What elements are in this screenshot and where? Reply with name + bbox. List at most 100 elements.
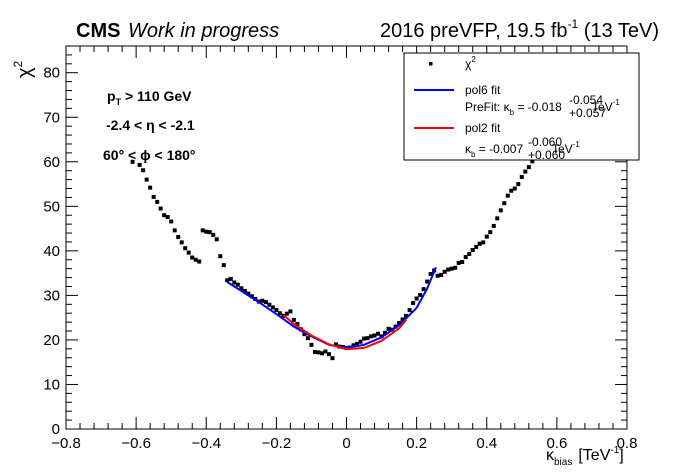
- fit-unit-main: TeV: [552, 142, 573, 156]
- data-point: [204, 230, 208, 234]
- data-point: [285, 312, 289, 316]
- data-point: [190, 256, 194, 260]
- lumi-suffix: (13 TeV): [578, 20, 659, 42]
- data-point: [436, 274, 440, 278]
- pt-cut-label: pT > 110 GeV: [107, 88, 192, 107]
- data-point: [502, 201, 506, 205]
- data-point: [288, 309, 292, 313]
- phi-range-label: 60° < ϕ < 180°: [103, 147, 196, 163]
- data-point: [327, 352, 331, 356]
- data-point: [408, 308, 412, 312]
- data-point: [446, 268, 450, 272]
- data-point: [232, 280, 236, 284]
- y-tick-label: 40: [43, 243, 60, 260]
- data-point: [159, 207, 163, 211]
- work-in-progress-label: Work in progress: [128, 20, 279, 42]
- data-point: [474, 245, 478, 249]
- prefit-val: = -0.018: [514, 100, 562, 114]
- x-tick-label: −0.2: [262, 435, 292, 452]
- legend-pol6-label: pol6 fit: [465, 83, 501, 97]
- data-point: [366, 336, 370, 340]
- x-tick-label: −0.4: [191, 435, 221, 452]
- data-point: [162, 213, 166, 217]
- legend: χ2 pol6 fit PreFit: κb = -0.018 -0.054 +…: [404, 53, 639, 162]
- y-tick-label: 20: [43, 332, 60, 349]
- data-point: [131, 160, 135, 164]
- data-point: [274, 308, 278, 312]
- legend-pol2-label: pol2 fit: [465, 121, 501, 135]
- data-point: [495, 216, 499, 220]
- data-point: [467, 252, 471, 256]
- data-point: [485, 235, 489, 239]
- data-point: [488, 230, 492, 234]
- data-point: [138, 163, 142, 167]
- pol6-fit-line: [227, 267, 436, 348]
- data-point: [141, 168, 145, 172]
- y-tick-label: 0: [52, 421, 60, 438]
- data-point: [194, 258, 198, 262]
- data-point: [359, 340, 363, 344]
- data-point: [313, 350, 317, 354]
- data-point: [453, 266, 457, 270]
- lumi-sup: -1: [568, 17, 579, 31]
- data-point: [229, 277, 233, 281]
- data-point: [330, 356, 334, 360]
- data-point: [148, 186, 152, 190]
- data-point: [439, 273, 443, 277]
- fit-val: = -0.007: [475, 142, 523, 156]
- data-point: [506, 194, 510, 198]
- y-tick-label: 60: [43, 154, 60, 171]
- data-point: [166, 215, 170, 219]
- cms-label: CMS: [76, 20, 120, 42]
- x-axis-unit: [TeV: [578, 447, 610, 464]
- data-point: [457, 261, 461, 265]
- data-point: [516, 182, 520, 186]
- data-point: [450, 267, 454, 271]
- data-point: [183, 246, 187, 250]
- data-point: [306, 336, 310, 340]
- x-tick-label: 0: [342, 435, 350, 452]
- data-point: [415, 297, 419, 301]
- data-point: [316, 350, 320, 354]
- data-point: [180, 240, 184, 244]
- data-point: [443, 270, 447, 274]
- y-tick-label: 30: [43, 287, 60, 304]
- data-point: [264, 300, 268, 304]
- prefit-unit-main: TeV: [592, 100, 613, 114]
- data-point: [481, 240, 485, 244]
- data-point: [509, 189, 513, 193]
- y-axis-chi: χ: [14, 67, 36, 78]
- data-point: [376, 332, 380, 336]
- data-point: [201, 228, 205, 232]
- pt-p: p: [107, 88, 116, 104]
- data-point: [411, 301, 415, 305]
- eta-range-label: -2.4 < η < -2.1: [106, 117, 195, 133]
- x-tick-label: 0.2: [406, 435, 427, 452]
- legend-chi2-marker: [429, 62, 433, 66]
- data-point: [197, 260, 201, 264]
- y-axis-sup: 2: [11, 61, 25, 68]
- fit-unit-sup: -1: [573, 140, 581, 149]
- data-point: [292, 318, 296, 322]
- data-point: [323, 350, 327, 354]
- data-point: [176, 235, 180, 239]
- data-point: [208, 230, 212, 234]
- data-point: [187, 251, 191, 255]
- data-point: [222, 263, 226, 267]
- data-point: [460, 260, 464, 264]
- data-point: [520, 175, 524, 179]
- data-point: [362, 337, 366, 341]
- data-point: [369, 334, 373, 338]
- x-tick-label: −0.6: [121, 435, 151, 452]
- data-point: [215, 237, 219, 241]
- y-tick-labels: 0 10 20 30 40 50 60 70 80: [43, 65, 60, 438]
- data-point: [271, 305, 275, 309]
- y-axis-title: χ2: [11, 61, 36, 79]
- prefit-pre: PreFit: κ: [465, 100, 511, 114]
- data-point: [471, 248, 475, 252]
- data-point: [169, 219, 173, 223]
- data-point: [527, 165, 531, 169]
- data-point: [373, 333, 377, 337]
- data-point: [173, 228, 177, 232]
- prefit-unit-sup: -1: [613, 98, 621, 107]
